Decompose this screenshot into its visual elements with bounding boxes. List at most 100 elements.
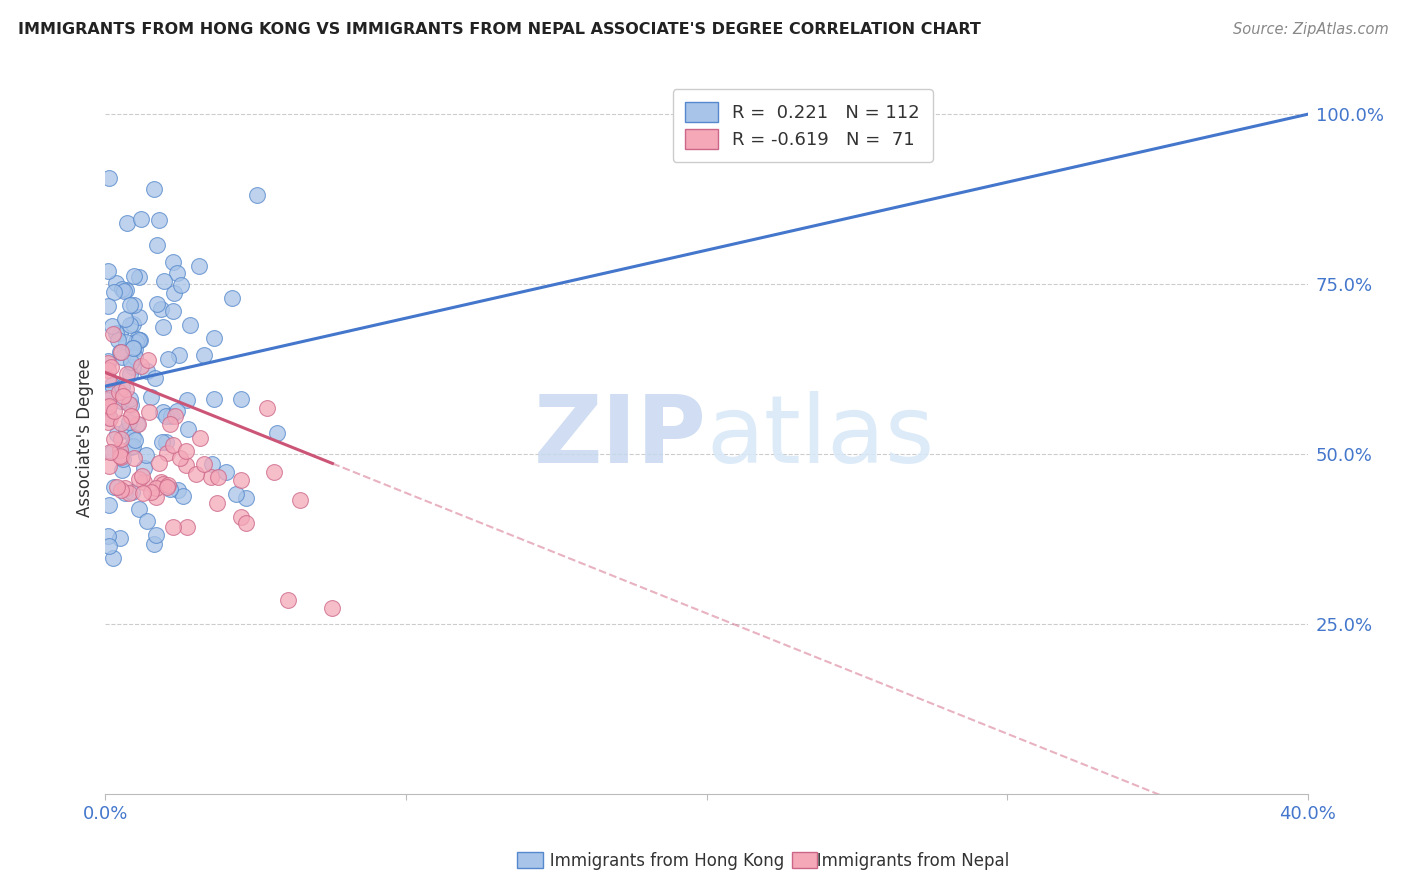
Point — [97, 299, 120, 313]
Point — [157, 477, 180, 491]
Point — [110, 432, 132, 446]
Text: IMMIGRANTS FROM HONG KONG VS IMMIGRANTS FROM NEPAL ASSOCIATE'S DEGREE CORRELATIO: IMMIGRANTS FROM HONG KONG VS IMMIGRANTS … — [18, 22, 981, 37]
Point — [127, 417, 149, 431]
Point — [120, 441, 142, 455]
Point — [115, 335, 138, 350]
Point — [128, 333, 150, 347]
Point — [122, 430, 145, 444]
Point — [152, 405, 174, 419]
Point — [97, 372, 120, 386]
Point — [111, 282, 134, 296]
Point — [103, 432, 125, 446]
Point — [148, 212, 170, 227]
Point — [188, 259, 211, 273]
Point — [118, 298, 141, 312]
Point — [97, 363, 120, 377]
Point — [176, 520, 198, 534]
Point — [118, 485, 141, 500]
Point — [100, 360, 122, 375]
Point — [121, 484, 143, 499]
Point — [207, 470, 229, 484]
Point — [184, 467, 207, 481]
Point — [97, 411, 120, 425]
Point — [121, 318, 143, 332]
Point — [160, 409, 183, 423]
Point — [153, 274, 176, 288]
Text: ZIP: ZIP — [534, 391, 707, 483]
Point — [162, 254, 184, 268]
Point — [120, 392, 142, 406]
Point — [110, 394, 132, 409]
Point — [124, 342, 146, 356]
Point — [288, 493, 311, 508]
Point — [149, 475, 172, 489]
Point — [103, 285, 125, 299]
Point — [97, 529, 120, 543]
Point — [176, 392, 198, 407]
Point — [110, 450, 132, 465]
Point — [103, 404, 125, 418]
Point — [163, 409, 186, 424]
Point — [97, 498, 120, 512]
Point — [115, 423, 138, 437]
Point — [155, 435, 177, 450]
Point — [121, 359, 143, 374]
Point — [235, 516, 257, 531]
Point — [111, 350, 134, 364]
Point — [107, 333, 129, 347]
Y-axis label: Associate's Degree: Associate's Degree — [76, 358, 94, 516]
Point — [120, 409, 142, 424]
Point — [108, 531, 131, 545]
Point — [138, 353, 160, 368]
Point — [98, 459, 121, 474]
Point — [143, 371, 166, 385]
Point — [229, 392, 252, 406]
FancyBboxPatch shape — [792, 852, 817, 868]
Point — [179, 318, 201, 333]
Point — [128, 472, 150, 486]
Point — [115, 367, 138, 381]
Point — [122, 268, 145, 283]
Point — [108, 450, 131, 464]
Point — [110, 483, 132, 497]
Point — [114, 312, 136, 326]
Point — [142, 537, 165, 551]
Point — [97, 356, 120, 370]
Point — [155, 409, 177, 423]
Point — [159, 417, 181, 432]
Point — [118, 318, 141, 333]
Point — [170, 278, 193, 293]
Point — [193, 457, 215, 471]
Point — [266, 425, 288, 440]
Point — [105, 277, 128, 291]
Point — [104, 326, 127, 341]
Point — [124, 434, 146, 448]
Point — [128, 270, 150, 285]
Point — [174, 443, 197, 458]
Point — [172, 489, 194, 503]
Point — [108, 326, 131, 340]
Point — [118, 367, 141, 381]
Text: Immigrants from Nepal: Immigrants from Nepal — [801, 852, 1010, 870]
Point — [162, 303, 184, 318]
Point — [122, 439, 145, 453]
Point — [135, 364, 157, 378]
Point — [138, 405, 160, 419]
Point — [129, 359, 152, 374]
Point — [105, 426, 128, 441]
Point — [193, 348, 215, 362]
Point — [101, 378, 124, 392]
Point — [98, 170, 121, 185]
Point — [98, 387, 121, 401]
Point — [159, 482, 181, 496]
Point — [132, 486, 155, 500]
Point — [132, 461, 155, 475]
Point — [156, 481, 179, 495]
Point — [111, 389, 134, 403]
Point — [152, 476, 174, 491]
Text: Immigrants from Hong Kong: Immigrants from Hong Kong — [534, 852, 785, 870]
Point — [235, 491, 257, 505]
Point — [245, 187, 267, 202]
Point — [120, 355, 142, 369]
Point — [103, 480, 125, 494]
